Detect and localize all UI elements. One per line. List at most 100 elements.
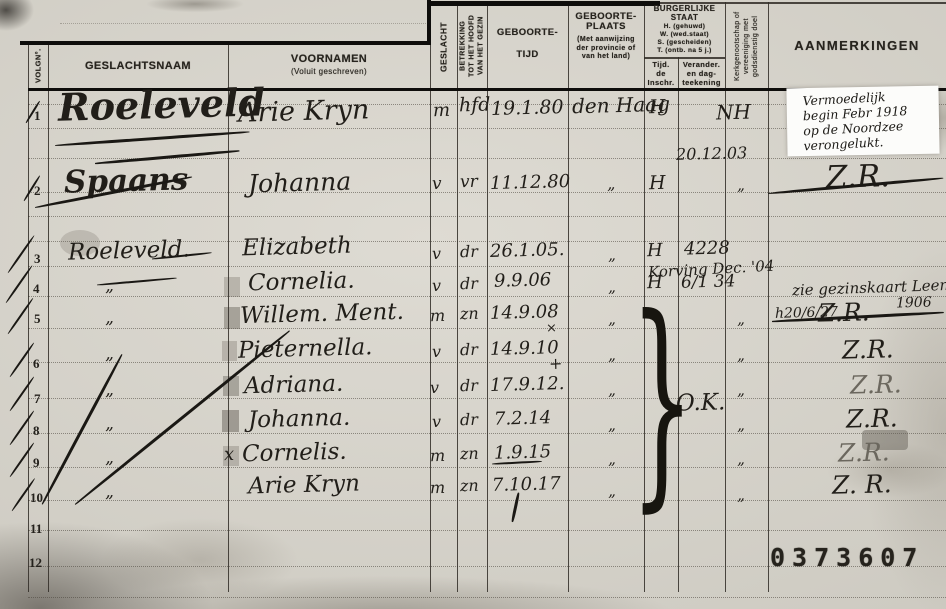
column-header-voornamen: VOORNAMEN	[290, 53, 368, 65]
row8-birthplace-ditto: „	[607, 415, 617, 435]
row10-birthdate: 7.10.17	[491, 473, 561, 496]
column-header-voornamen-sub: (Voluit geschreven)	[290, 67, 368, 76]
grid-line	[644, 2, 646, 592]
row5-remark: Z.R.	[817, 297, 871, 328]
see-note-year: 1906	[895, 294, 932, 312]
row4-relation: dr	[459, 273, 479, 294]
row9-birthplace-ditto: „	[607, 449, 617, 469]
row6-sex: v	[431, 341, 442, 362]
row9-birthdate: 1.9.15	[493, 441, 552, 464]
row2-sex: v	[431, 173, 442, 195]
row9-prefix-mark: x	[223, 443, 235, 466]
row9-relation: zn	[459, 443, 479, 464]
column-header-burgstaat-verander: Verander. en dag- teekening	[682, 60, 721, 87]
row8-firstnames: Johanna.	[247, 404, 351, 434]
row1-relation: hfd	[458, 93, 491, 117]
row10-church-ditto: „	[736, 485, 746, 505]
row3-birthplace-ditto: „	[607, 245, 617, 265]
row3-sex: v	[431, 243, 442, 264]
row4-birthdate: 9.9.06	[493, 269, 552, 292]
row3-surname: Roeleveld.	[67, 236, 191, 266]
grid-line	[678, 57, 680, 592]
row7-church-ditto: „	[736, 380, 746, 400]
row7-birthdate: 17.9.12.	[489, 373, 565, 396]
grid-line	[228, 43, 230, 592]
row-number: 12	[29, 555, 42, 570]
row6-surname-ditto: „	[104, 343, 115, 365]
row3-relation: dr	[459, 241, 479, 262]
row7-firstnames: Adriana.	[243, 370, 344, 400]
row1-civilstatus: H	[648, 95, 666, 119]
row5-firstnames: Willem. Ment.	[239, 298, 405, 330]
row9-church-ditto: „	[736, 449, 746, 469]
row2-civilstatus: H	[648, 171, 666, 195]
row6-remark: Z.R.	[841, 334, 895, 365]
row9-surname-ditto: „	[104, 447, 115, 469]
ruled-line	[60, 23, 430, 24]
column-header-burgstaat: BURGERLIJKE STAAT	[653, 4, 716, 22]
grid-line	[428, 1, 660, 6]
row5-relation: zn	[459, 303, 479, 324]
grouping-brace: }	[630, 270, 695, 532]
row10-remark: Z. R.	[831, 469, 892, 500]
row9-firstnames: Cornelis.	[241, 438, 348, 468]
row-number: 2	[34, 183, 41, 198]
grid-line	[725, 2, 727, 592]
row8-remark: Z.R.	[845, 403, 899, 434]
row2-relation: vr	[459, 171, 478, 193]
column-header-geslacht: GESLACHT	[438, 22, 449, 72]
row4-birthplace-ditto: „	[607, 277, 617, 297]
column-header-burgstaat-codes: H. (gehuwd) W. (wed.staat) S. (gescheide…	[657, 23, 712, 54]
grid-line	[457, 2, 459, 592]
row3-marriage-number: 4228	[683, 237, 731, 260]
plus-mark: +	[548, 353, 563, 374]
column-header-aanmerkingen: AANMERKINGEN	[794, 38, 920, 53]
grid-line	[48, 43, 50, 592]
row-number: 1	[34, 108, 41, 123]
row10-sex: m	[429, 477, 446, 498]
row2-birthdate: 11.12.80	[489, 170, 571, 195]
row2-firstnames: Johanna	[247, 166, 352, 199]
row10-surname-ditto: „	[104, 481, 115, 503]
column-header-volgnr: VOLGN°.	[33, 48, 43, 84]
column-header-betrekking: BETREKKING TOT HET HOOFD VAN HET GEZIN	[459, 14, 485, 78]
column-header-geboortetijd: GEBOORTE- TIJD	[496, 27, 559, 60]
row9-remark: Z.R.	[837, 437, 891, 468]
row3-birthdate: 26.1.05.	[489, 239, 565, 262]
grid-line	[427, 0, 431, 45]
row10-birthplace-ditto: „	[607, 481, 617, 501]
grid-line	[644, 57, 725, 59]
serial-number-stamp: 0373607	[770, 543, 925, 572]
row-number: 11	[30, 521, 43, 536]
row5-sex: m	[429, 305, 446, 326]
row8-surname-ditto: „	[104, 413, 115, 435]
row-number: 6	[33, 356, 40, 371]
row-number: 8	[33, 423, 40, 438]
row5-birthdate: 14.9.08	[489, 301, 559, 324]
row-number: 9	[33, 455, 40, 470]
row6-relation: dr	[459, 339, 479, 360]
row9-sex: m	[429, 445, 446, 466]
column-header-geboorteplaats-sub: (Met aanwijzing der provincie of van het…	[576, 36, 636, 60]
row1-birthdate: 19.1.80	[490, 96, 564, 120]
row3-firstnames: Elizabeth	[241, 232, 353, 262]
row-number: 4	[33, 281, 40, 296]
row5-church-ditto: „	[736, 309, 746, 329]
column-header-geboorteplaats: GEBOORTE- PLAATS	[575, 11, 637, 32]
column-header-burgstaat-tijd: Tijd. de Inschr.	[647, 60, 675, 87]
row7-remark: Z.R.	[849, 369, 903, 400]
row8-relation: dr	[459, 409, 479, 430]
row1-change-date: 20.12.03	[675, 143, 748, 164]
row6-church-ditto: „	[736, 345, 746, 365]
row2-church-ditto: „	[736, 175, 746, 195]
pasted-note: Vermoedelijk begin Febr 1918 op de Noord…	[786, 85, 940, 157]
row7-sex: v	[429, 377, 440, 398]
row6-firstnames: Pieternella.	[237, 334, 373, 364]
row2-birthplace-ditto: „	[606, 173, 616, 194]
row8-sex: v	[431, 411, 442, 432]
row8-church-ditto: „	[736, 415, 746, 435]
row5-birthplace-ditto: „	[607, 309, 617, 329]
grid-line	[428, 2, 946, 4]
row10-firstnames: Arie Kryn	[247, 470, 361, 500]
grid-line	[768, 2, 770, 592]
